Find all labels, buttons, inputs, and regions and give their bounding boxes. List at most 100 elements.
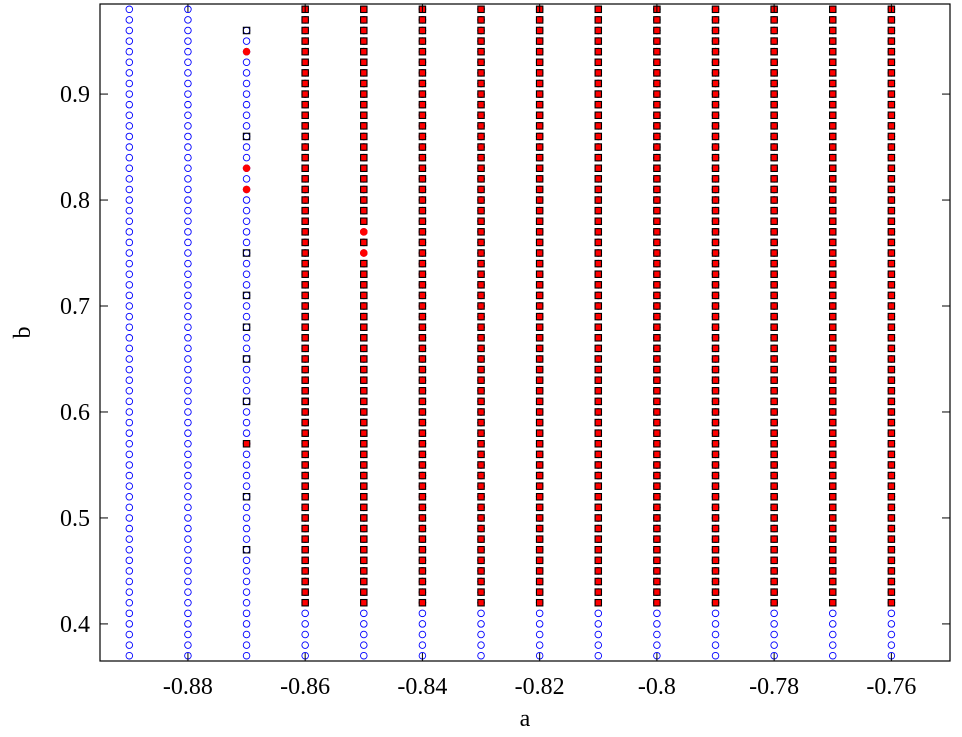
black-square-point (301, 69, 309, 77)
red-dot-point (360, 217, 368, 225)
black-square-point (653, 153, 661, 162)
blue-circle-point (360, 651, 368, 660)
red-dot-point (594, 535, 603, 543)
red-dot-point (418, 259, 427, 268)
red-dot-point (418, 79, 427, 88)
black-square-point (360, 164, 368, 173)
black-square-point (360, 47, 368, 56)
black-square-point (477, 334, 485, 342)
red-dot-point (594, 47, 603, 56)
blue-circle-point (125, 143, 134, 151)
black-square-point (360, 323, 368, 331)
black-square-point (829, 100, 837, 109)
blue-circle-point (594, 609, 603, 618)
red-dot-point (360, 535, 368, 543)
x-tick-label: -0.8 (638, 674, 676, 700)
blue-circle-point (360, 630, 368, 639)
black-square-point (360, 387, 368, 395)
blue-circle-point (418, 620, 427, 628)
blue-circle-point (125, 365, 134, 374)
red-dot-point (887, 217, 896, 225)
black-square-point (711, 429, 720, 437)
red-dot-point (535, 281, 544, 289)
black-square-point (653, 514, 661, 522)
blue-circle-point (242, 503, 251, 512)
black-square-point (477, 312, 485, 321)
blue-circle-point (242, 100, 251, 109)
blue-circle-point (184, 334, 192, 342)
black-square-point (301, 111, 309, 120)
red-dot-point (535, 387, 544, 395)
black-square-point (535, 482, 544, 490)
blue-circle-point (125, 270, 134, 278)
red-dot-point (770, 312, 778, 321)
black-square-point (418, 47, 427, 56)
black-square-point (887, 111, 896, 120)
black-square-point (711, 397, 720, 406)
red-dot-point (418, 122, 427, 130)
blue-circle-point (242, 408, 251, 416)
red-dot-point (829, 228, 837, 236)
blue-circle-point (594, 651, 603, 660)
red-dot-point (653, 567, 661, 575)
red-dot-point (535, 302, 544, 310)
red-dot-point (301, 185, 309, 194)
red-dot-point (653, 493, 661, 501)
red-dot-point (535, 69, 544, 77)
black-square-point (711, 58, 720, 67)
red-dot-point (418, 397, 427, 406)
red-dot-point (594, 440, 603, 448)
black-square-point (594, 238, 603, 247)
red-dot-point (477, 26, 485, 35)
red-dot-point (594, 143, 603, 151)
black-square-point (477, 47, 485, 56)
black-square-point (887, 418, 896, 427)
red-dot-point (711, 132, 720, 141)
black-square-point (770, 228, 778, 236)
red-dot-point (418, 493, 427, 501)
blue-circle-point (711, 620, 720, 628)
red-dot-point (711, 238, 720, 247)
red-dot-point (711, 365, 720, 374)
black-square-point (711, 334, 720, 342)
red-dot-point (535, 79, 544, 88)
red-dot-point (360, 556, 368, 565)
red-dot-point (887, 90, 896, 98)
red-dot-point (829, 16, 837, 24)
black-square-point (242, 291, 251, 300)
black-square-point (653, 206, 661, 215)
red-dot-point (594, 270, 603, 278)
blue-circle-point (125, 281, 134, 289)
red-dot-point (301, 418, 309, 427)
blue-circle-point (125, 228, 134, 236)
red-dot-point (653, 143, 661, 151)
blue-circle-point (770, 620, 778, 628)
black-square-point (477, 503, 485, 512)
red-dot-point (535, 185, 544, 194)
red-dot-point (829, 408, 837, 416)
red-dot-point (770, 281, 778, 289)
black-square-point (360, 206, 368, 215)
blue-circle-point (184, 185, 192, 194)
black-square-point (653, 249, 661, 257)
red-dot-point (594, 429, 603, 437)
black-square-point (418, 37, 427, 45)
red-dot-point (594, 185, 603, 194)
red-dot-point (535, 598, 544, 607)
black-square-point (829, 323, 837, 331)
red-dot-point (711, 429, 720, 437)
red-dot-point (829, 344, 837, 353)
blue-circle-point (184, 111, 192, 120)
blue-circle-point (125, 206, 134, 215)
blue-circle-point (184, 471, 192, 480)
red-dot-point (594, 302, 603, 310)
red-dot-point (477, 79, 485, 88)
y-tick-label: 0.4 (60, 612, 90, 638)
red-dot-point (360, 26, 368, 35)
red-dot-point (711, 47, 720, 56)
red-dot-point (477, 503, 485, 512)
red-dot-point (535, 238, 544, 247)
blue-circle-point (125, 493, 134, 501)
blue-circle-point (184, 418, 192, 427)
red-dot-point (535, 16, 544, 24)
